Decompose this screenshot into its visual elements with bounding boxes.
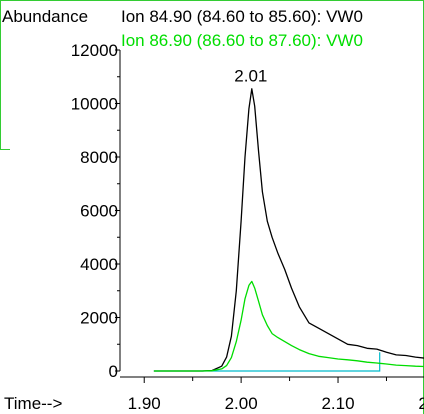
x-tick-label: 2.10 (321, 394, 354, 413)
x-axis-label: Time--> (4, 394, 62, 413)
y-tick-label: 12000 (71, 41, 118, 60)
series-line-ion-84 (153, 88, 424, 372)
x-tick-label: 1.90 (128, 394, 161, 413)
legend-entry-ion-84: Ion 84.90 (84.60 to 85.60): VW0 (121, 7, 363, 26)
y-tick-label: 0 (109, 362, 118, 381)
series-line-ion-86 (153, 280, 424, 372)
x-tick-label: 2.20 (418, 394, 424, 413)
frame-left-border (0, 0, 1, 150)
baseline-line (153, 352, 381, 372)
x-tick-label: 2.00 (225, 394, 258, 413)
y-tick-label: 8000 (80, 148, 118, 167)
y-tick-label: 4000 (80, 255, 118, 274)
frame-top-border (0, 0, 424, 1)
frame-left-tick (0, 149, 10, 150)
y-tick-label: 2000 (80, 309, 118, 328)
y-axis-label: Abundance (2, 7, 88, 26)
peak-label: 2.01 (234, 66, 267, 85)
y-tick-label: 10000 (71, 95, 118, 114)
y-tick-label: 6000 (80, 202, 118, 221)
legend-entry-ion-86: Ion 86.90 (86.60 to 87.60): VW0 (121, 31, 363, 50)
